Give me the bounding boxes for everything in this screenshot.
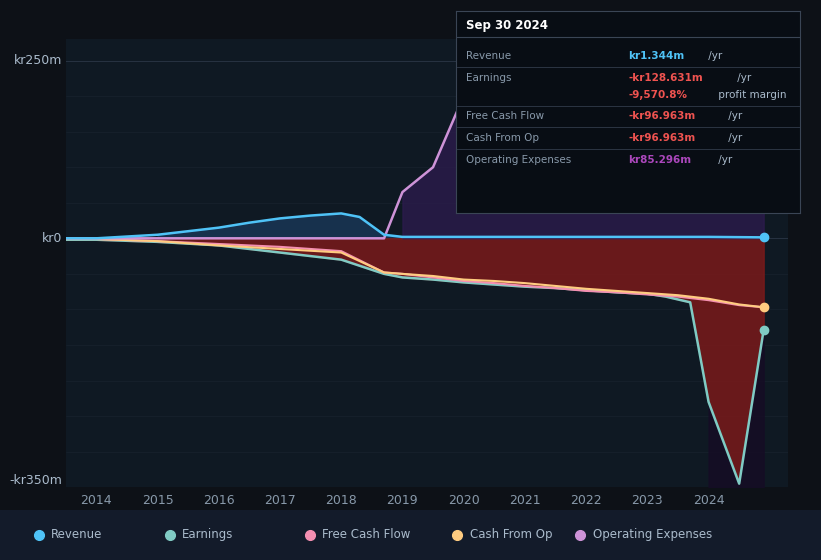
Text: /yr: /yr — [734, 73, 751, 83]
Text: -kr96.963m: -kr96.963m — [628, 133, 695, 143]
Text: Revenue: Revenue — [51, 528, 103, 542]
Text: -kr96.963m: -kr96.963m — [628, 111, 695, 121]
Text: /yr: /yr — [715, 155, 732, 165]
Text: /yr: /yr — [725, 133, 742, 143]
Text: kr1.344m: kr1.344m — [628, 50, 685, 60]
Text: Revenue: Revenue — [466, 50, 511, 60]
Text: -kr128.631m: -kr128.631m — [628, 73, 703, 83]
Text: kr85.296m: kr85.296m — [628, 155, 691, 165]
Text: kr250m: kr250m — [14, 54, 62, 67]
Text: profit margin: profit margin — [715, 90, 787, 100]
Text: kr0: kr0 — [42, 232, 62, 245]
Text: -9,570.8%: -9,570.8% — [628, 90, 687, 100]
Text: /yr: /yr — [725, 111, 742, 121]
Text: Free Cash Flow: Free Cash Flow — [466, 111, 544, 121]
Text: Earnings: Earnings — [182, 528, 234, 542]
Text: Cash From Op: Cash From Op — [466, 133, 539, 143]
Text: Free Cash Flow: Free Cash Flow — [322, 528, 410, 542]
Text: Operating Expenses: Operating Expenses — [593, 528, 712, 542]
Text: Operating Expenses: Operating Expenses — [466, 155, 571, 165]
Text: Earnings: Earnings — [466, 73, 511, 83]
Text: -kr350m: -kr350m — [9, 474, 62, 487]
Text: Sep 30 2024: Sep 30 2024 — [466, 19, 548, 32]
Text: Cash From Op: Cash From Op — [470, 528, 552, 542]
Text: /yr: /yr — [705, 50, 722, 60]
